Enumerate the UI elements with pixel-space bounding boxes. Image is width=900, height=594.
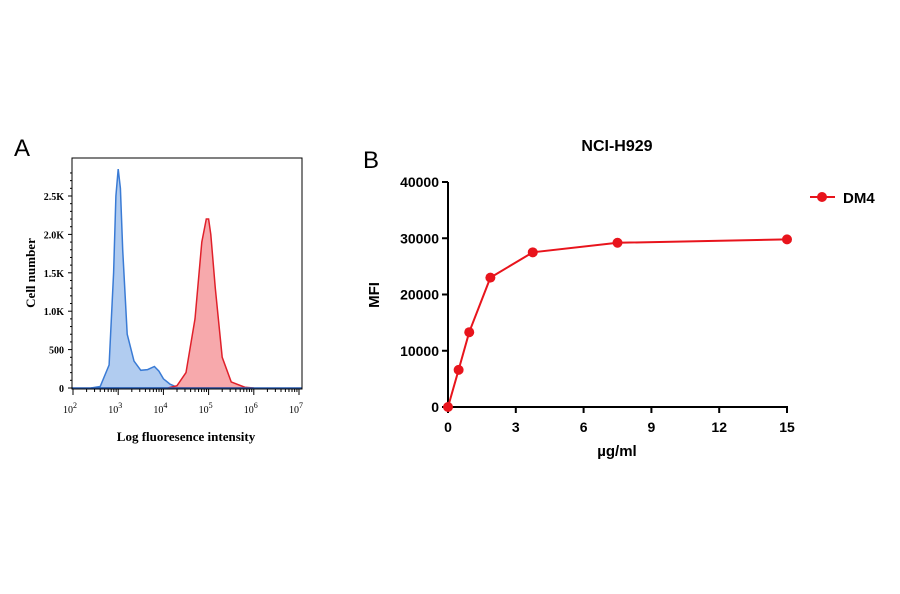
panel-label-b: B bbox=[363, 147, 379, 174]
histogram-y-axis-label: Cell number bbox=[23, 238, 38, 308]
data-point bbox=[443, 402, 453, 412]
y-tick-label: 1.5K bbox=[44, 269, 65, 280]
data-point bbox=[453, 364, 464, 375]
data-point bbox=[782, 234, 792, 245]
data-point bbox=[485, 272, 496, 283]
histogram-frame bbox=[71, 157, 303, 390]
x-tick-label: 3 bbox=[512, 419, 520, 435]
histogram-plot: 102 103 104 105 106 107 0 500 1.0K 1.5K 2.0K 2.5K bbox=[44, 169, 303, 416]
x-tick-label: 12 bbox=[711, 419, 727, 435]
histogram-series-0 bbox=[90, 169, 187, 389]
x-tick-label: 106 bbox=[244, 401, 258, 416]
legend-marker bbox=[817, 192, 827, 202]
x-tick-exponent: 6 bbox=[254, 401, 258, 410]
data-point bbox=[464, 327, 475, 338]
y-tick-label: 500 bbox=[49, 346, 64, 357]
line-y-axis-label: MFI bbox=[366, 282, 383, 308]
panel-label-a: A bbox=[14, 135, 30, 162]
x-tick-exponent: 5 bbox=[209, 401, 213, 410]
x-tick-label: 103 bbox=[108, 401, 122, 416]
y-tick-label: 20000 bbox=[400, 287, 439, 303]
histogram-series-1 bbox=[167, 218, 254, 389]
x-tick-label: 15 bbox=[779, 419, 795, 435]
x-tick-label: 9 bbox=[648, 419, 656, 435]
data-point bbox=[527, 247, 538, 258]
y-tick-label: 0 bbox=[59, 384, 64, 395]
x-tick-label: 6 bbox=[580, 419, 588, 435]
x-tick-exponent: 3 bbox=[118, 401, 122, 410]
legend: DM4 bbox=[810, 190, 875, 207]
x-tick-exponent: 4 bbox=[163, 401, 167, 410]
x-tick-label: 107 bbox=[289, 401, 303, 416]
x-tick-exponent: 7 bbox=[299, 401, 303, 410]
y-tick-label: 2.5K bbox=[44, 192, 65, 203]
y-tick-label: 40000 bbox=[400, 174, 439, 190]
line-plot: 0 3 6 9 12 15 0 10000 20000 30000 40000 bbox=[400, 174, 795, 435]
x-tick-label: 102 bbox=[63, 401, 77, 416]
x-tick-label: 0 bbox=[444, 419, 452, 435]
y-tick-label: 0 bbox=[431, 399, 439, 415]
line-chart-title: NCI-H929 bbox=[581, 138, 652, 155]
data-point bbox=[612, 237, 623, 248]
y-tick-label: 30000 bbox=[400, 230, 439, 246]
x-tick-label: 105 bbox=[199, 401, 213, 416]
series-line-dm4 bbox=[447, 238, 788, 408]
x-tick-exponent: 2 bbox=[73, 401, 77, 410]
histogram-x-axis-label: Log fluoresence intensity bbox=[117, 429, 256, 444]
y-tick-label: 2.0K bbox=[44, 230, 65, 241]
y-tick-label: 1.0K bbox=[44, 307, 65, 318]
x-tick-label: 104 bbox=[153, 401, 167, 416]
legend-label-dm4: DM4 bbox=[843, 190, 875, 207]
line-x-axis-label: µg/ml bbox=[597, 443, 636, 460]
y-tick-label: 10000 bbox=[400, 343, 439, 359]
